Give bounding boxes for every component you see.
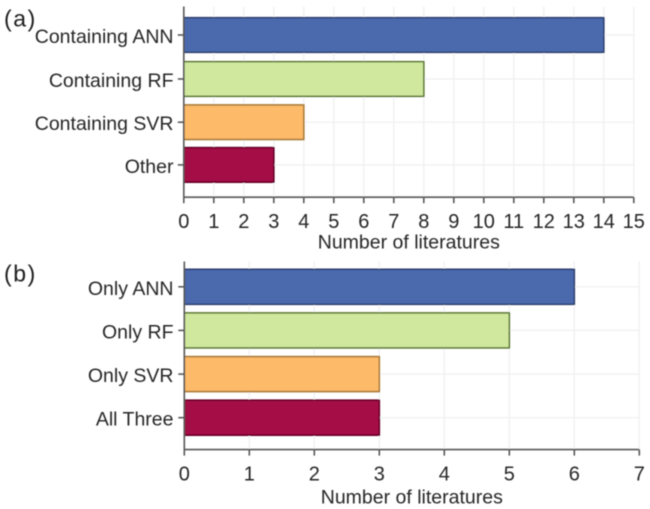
svg-text:Containing SVR: Containing SVR xyxy=(35,113,174,135)
svg-text:10: 10 xyxy=(473,211,495,233)
svg-text:12: 12 xyxy=(533,211,555,233)
svg-text:0: 0 xyxy=(179,464,190,486)
svg-text:5: 5 xyxy=(504,464,515,486)
svg-text:6: 6 xyxy=(569,464,580,486)
svg-text:Number of literatures: Number of literatures xyxy=(318,231,500,253)
svg-text:2: 2 xyxy=(309,464,320,486)
svg-text:4: 4 xyxy=(439,464,450,486)
svg-text:4: 4 xyxy=(298,211,309,233)
svg-text:Containing RF: Containing RF xyxy=(49,70,174,92)
svg-text:Number of literatures: Number of literatures xyxy=(321,487,503,509)
svg-text:(b): (b) xyxy=(4,261,37,287)
svg-text:All Three: All Three xyxy=(96,409,174,431)
svg-text:Containing ANN: Containing ANN xyxy=(35,26,174,48)
svg-text:14: 14 xyxy=(593,211,615,233)
svg-text:(a): (a) xyxy=(4,6,37,32)
svg-text:3: 3 xyxy=(374,464,385,486)
svg-text:11: 11 xyxy=(503,211,524,233)
svg-text:0: 0 xyxy=(178,211,189,233)
svg-text:9: 9 xyxy=(448,211,459,233)
svg-text:Other: Other xyxy=(125,156,174,178)
svg-text:Only SVR: Only SVR xyxy=(88,365,174,387)
svg-text:3: 3 xyxy=(268,211,279,233)
svg-text:5: 5 xyxy=(328,211,339,233)
svg-text:2: 2 xyxy=(238,211,249,233)
svg-text:1: 1 xyxy=(244,464,255,486)
svg-text:Only RF: Only RF xyxy=(102,321,174,343)
svg-text:7: 7 xyxy=(634,464,645,486)
svg-text:Only ANN: Only ANN xyxy=(88,278,174,300)
svg-text:13: 13 xyxy=(563,211,585,233)
svg-text:7: 7 xyxy=(388,211,399,233)
svg-text:6: 6 xyxy=(358,211,369,233)
svg-text:8: 8 xyxy=(418,211,429,233)
svg-text:1: 1 xyxy=(208,211,219,233)
svg-text:15: 15 xyxy=(623,211,645,233)
